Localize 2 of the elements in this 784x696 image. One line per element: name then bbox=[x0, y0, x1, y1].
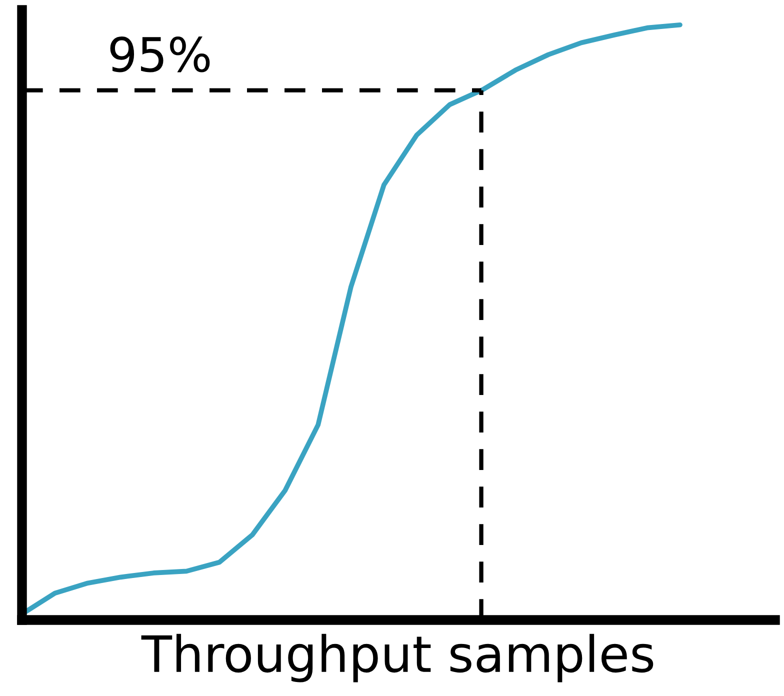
annotation: 95% bbox=[110, 36, 210, 72]
x-axis-title: Throughput samples bbox=[141, 634, 654, 682]
